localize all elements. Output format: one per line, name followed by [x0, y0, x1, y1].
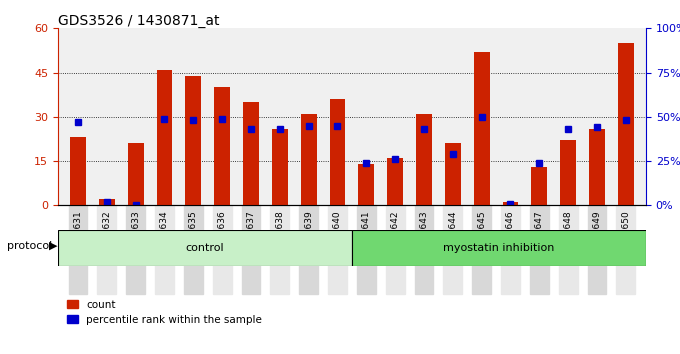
- Bar: [241, 205, 260, 294]
- Bar: [301, 114, 317, 205]
- Bar: [589, 129, 605, 205]
- Bar: [184, 205, 203, 294]
- Bar: [243, 102, 259, 205]
- Bar: [330, 99, 345, 205]
- Bar: [559, 205, 577, 294]
- Bar: [618, 43, 634, 205]
- Bar: [70, 137, 86, 205]
- Bar: [97, 205, 116, 294]
- Bar: [328, 205, 347, 294]
- FancyBboxPatch shape: [352, 230, 646, 266]
- Bar: [501, 205, 520, 294]
- FancyBboxPatch shape: [58, 230, 352, 266]
- Bar: [531, 167, 547, 205]
- Bar: [213, 205, 231, 294]
- Bar: [156, 70, 173, 205]
- Bar: [473, 205, 491, 294]
- Bar: [530, 205, 549, 294]
- Bar: [560, 141, 576, 205]
- Text: protocol: protocol: [7, 241, 52, 251]
- Legend: count, percentile rank within the sample: count, percentile rank within the sample: [63, 296, 266, 329]
- Bar: [386, 205, 405, 294]
- Bar: [128, 143, 143, 205]
- Bar: [443, 205, 462, 294]
- Bar: [445, 143, 461, 205]
- Bar: [126, 205, 145, 294]
- Bar: [387, 158, 403, 205]
- Bar: [588, 205, 607, 294]
- Text: ▶: ▶: [49, 241, 57, 251]
- Bar: [358, 164, 374, 205]
- Bar: [357, 205, 375, 294]
- Bar: [474, 52, 490, 205]
- Text: myostatin inhibition: myostatin inhibition: [443, 243, 555, 253]
- Text: control: control: [186, 243, 224, 253]
- Bar: [271, 205, 289, 294]
- Bar: [503, 202, 518, 205]
- Bar: [416, 114, 432, 205]
- Bar: [155, 205, 174, 294]
- Bar: [69, 205, 87, 294]
- Bar: [299, 205, 318, 294]
- Bar: [214, 87, 230, 205]
- Bar: [415, 205, 433, 294]
- Bar: [99, 199, 115, 205]
- Bar: [186, 75, 201, 205]
- Text: GDS3526 / 1430871_at: GDS3526 / 1430871_at: [58, 14, 219, 28]
- Bar: [272, 129, 288, 205]
- Bar: [617, 205, 635, 294]
